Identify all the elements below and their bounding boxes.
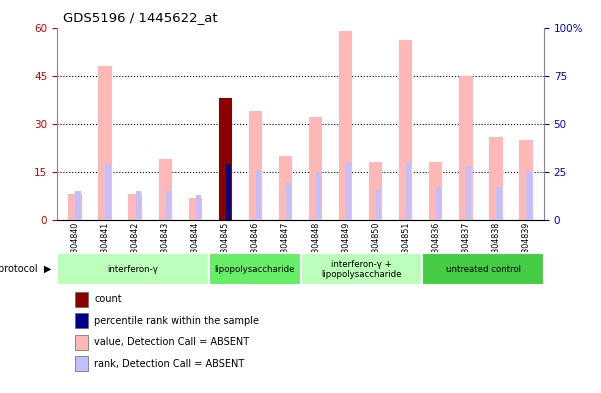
Text: interferon-γ: interferon-γ	[108, 265, 159, 274]
Bar	[165, 191, 171, 220]
Bar	[286, 182, 291, 220]
Text: GSM1304848: GSM1304848	[311, 222, 320, 275]
Text: GSM1304851: GSM1304851	[401, 222, 410, 275]
Bar	[57, 253, 209, 285]
Bar	[300, 253, 422, 285]
Text: lipopolysaccharide: lipopolysaccharide	[215, 265, 295, 274]
Bar	[309, 118, 322, 220]
Bar	[159, 159, 172, 220]
Text: protocol  ▶: protocol ▶	[0, 264, 51, 274]
Bar	[346, 162, 351, 220]
Bar	[69, 195, 82, 220]
Text: GSM1304843: GSM1304843	[161, 222, 169, 275]
Bar	[466, 166, 471, 220]
Text: untreated control: untreated control	[445, 265, 520, 274]
Bar	[526, 172, 531, 220]
Bar	[399, 40, 412, 220]
Text: GSM1304845: GSM1304845	[221, 222, 230, 275]
Text: GSM1304849: GSM1304849	[341, 222, 350, 275]
Bar	[189, 198, 202, 220]
Bar	[459, 75, 472, 220]
Bar	[136, 191, 141, 220]
Text: GSM1304838: GSM1304838	[492, 222, 500, 275]
Text: GSM1304841: GSM1304841	[101, 222, 109, 275]
Text: count: count	[94, 294, 122, 304]
Bar	[369, 162, 382, 220]
Text: percentile rank within the sample: percentile rank within the sample	[94, 316, 260, 326]
Bar	[519, 140, 532, 220]
Bar	[422, 253, 544, 285]
Text: GSM1304846: GSM1304846	[251, 222, 260, 275]
Bar	[106, 164, 111, 220]
Bar	[406, 162, 411, 220]
Bar	[256, 170, 261, 220]
Bar	[196, 195, 201, 220]
Text: GSM1304839: GSM1304839	[522, 222, 530, 275]
Bar	[489, 137, 502, 220]
Bar	[279, 156, 292, 220]
Text: GSM1304836: GSM1304836	[432, 222, 440, 275]
Bar	[316, 172, 321, 220]
Text: GSM1304844: GSM1304844	[191, 222, 200, 275]
Bar	[496, 187, 501, 220]
Bar	[339, 31, 352, 220]
Text: value, Detection Call = ABSENT: value, Detection Call = ABSENT	[94, 337, 249, 347]
Text: GSM1304837: GSM1304837	[462, 222, 470, 275]
Text: rank, Detection Call = ABSENT: rank, Detection Call = ABSENT	[94, 359, 245, 369]
Text: GSM1304850: GSM1304850	[371, 222, 380, 275]
Bar	[436, 187, 441, 220]
Text: GSM1304842: GSM1304842	[131, 222, 139, 275]
Bar	[249, 111, 262, 220]
Text: interferon-γ +
lipopolysaccharide: interferon-γ + lipopolysaccharide	[321, 259, 401, 279]
Text: GSM1304840: GSM1304840	[71, 222, 79, 275]
Text: GSM1304847: GSM1304847	[281, 222, 290, 275]
Bar	[76, 191, 81, 220]
Bar	[209, 253, 300, 285]
Bar	[219, 98, 232, 220]
Bar	[99, 66, 112, 220]
Bar	[376, 189, 381, 220]
Bar	[129, 195, 142, 220]
Bar	[429, 162, 442, 220]
Text: GDS5196 / 1445622_at: GDS5196 / 1445622_at	[63, 11, 218, 24]
Bar	[225, 164, 231, 220]
